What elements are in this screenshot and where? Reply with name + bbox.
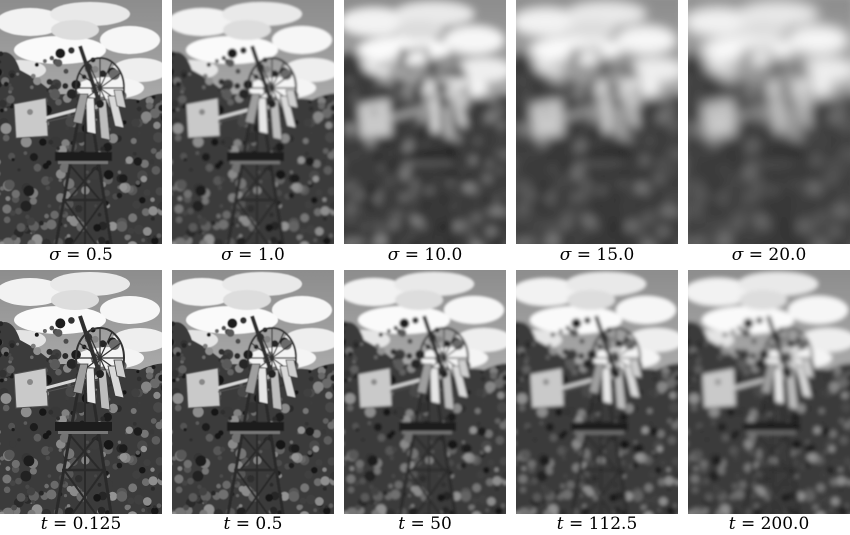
panel-caption: σ = 20.0 [678,244,850,266]
caption-equals: = [405,514,430,534]
panel-diffusion-3: t = 50 [344,270,506,514]
windmill-photo [516,0,678,244]
caption-value: 20.0 [768,245,806,265]
caption-value: 1.0 [258,245,285,265]
windmill-photo [688,270,850,514]
windmill-photo [0,0,162,244]
panel-caption: σ = 10.0 [334,244,516,266]
caption-equals: = [48,514,73,534]
windmill-photo [344,0,506,244]
panel-caption: t = 200.0 [678,513,850,535]
caption-equals: = [571,245,596,265]
caption-value: 112.5 [589,514,638,534]
caption-equals: = [736,514,761,534]
caption-equals: = [233,245,258,265]
caption-symbol: σ [560,245,572,265]
windmill-photo [172,0,334,244]
panel-gaussian-4: σ = 15.0 [516,0,678,244]
caption-equals: = [230,514,255,534]
panel-caption: σ = 1.0 [162,244,344,266]
panel-caption: t = 112.5 [506,513,688,535]
caption-symbol: t [729,514,736,534]
panel-caption: t = 0.5 [162,513,344,535]
panel-diffusion-5: t = 200.0 [688,270,850,514]
windmill-photo [0,270,162,514]
caption-value: 0.5 [255,514,282,534]
windmill-photo [688,0,850,244]
caption-equals: = [743,245,768,265]
panel-gaussian-3: σ = 10.0 [344,0,506,244]
panel-caption: t = 0.125 [0,513,172,535]
caption-equals: = [564,514,589,534]
windmill-photo [516,270,678,514]
caption-symbol: σ [49,245,61,265]
windmill-photo [172,270,334,514]
caption-value: 200.0 [761,514,810,534]
panel-caption: σ = 15.0 [506,244,688,266]
panel-diffusion-1: t = 0.125 [0,270,162,514]
caption-symbol: σ [732,245,744,265]
caption-value: 0.125 [73,514,122,534]
caption-value: 10.0 [424,245,462,265]
caption-value: 0.5 [86,245,113,265]
panel-gaussian-2: σ = 1.0 [172,0,334,244]
panel-gaussian-1: σ = 0.5 [0,0,162,244]
caption-symbol: σ [388,245,400,265]
panel-gaussian-5: σ = 20.0 [688,0,850,244]
caption-symbol: t [41,514,48,534]
caption-value: 15.0 [596,245,634,265]
caption-equals: = [399,245,424,265]
caption-symbol: σ [221,245,233,265]
panel-caption: σ = 0.5 [0,244,172,266]
windmill-photo [344,270,506,514]
panel-diffusion-4: t = 112.5 [516,270,678,514]
panel-diffusion-2: t = 0.5 [172,270,334,514]
panel-caption: t = 50 [334,513,516,535]
caption-equals: = [61,245,86,265]
caption-symbol: t [557,514,564,534]
caption-value: 50 [430,514,452,534]
